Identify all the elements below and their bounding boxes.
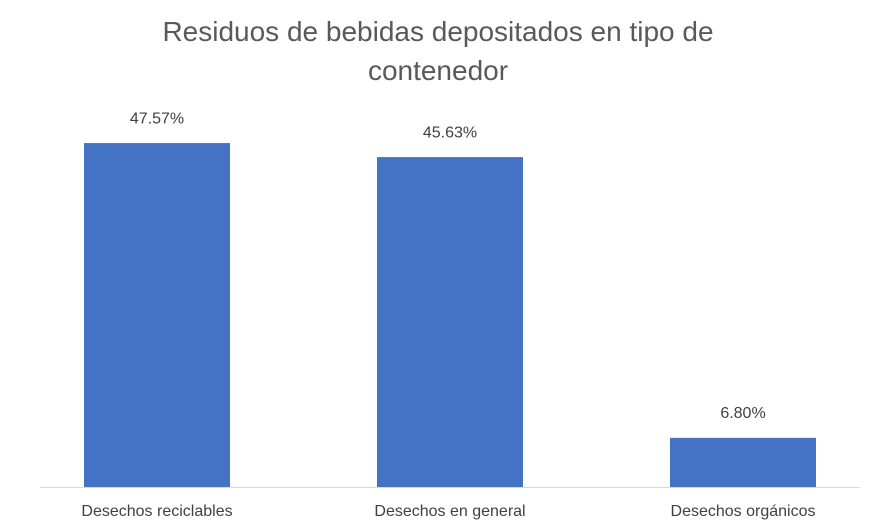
chart-title: Residuos de bebidas depositados en tipo … (162, 16, 714, 86)
x-tick-label: Desechos orgánicos (671, 503, 816, 520)
x-tick-label: Desechos en general (374, 503, 525, 520)
bar (670, 437, 816, 487)
data-label: 6.80% (720, 405, 765, 422)
bar (377, 157, 523, 487)
bar (84, 143, 230, 487)
data-label: 45.63% (423, 124, 477, 141)
data-label: 47.57% (130, 110, 184, 127)
x-tick-label: Desechos reciclables (81, 503, 232, 520)
